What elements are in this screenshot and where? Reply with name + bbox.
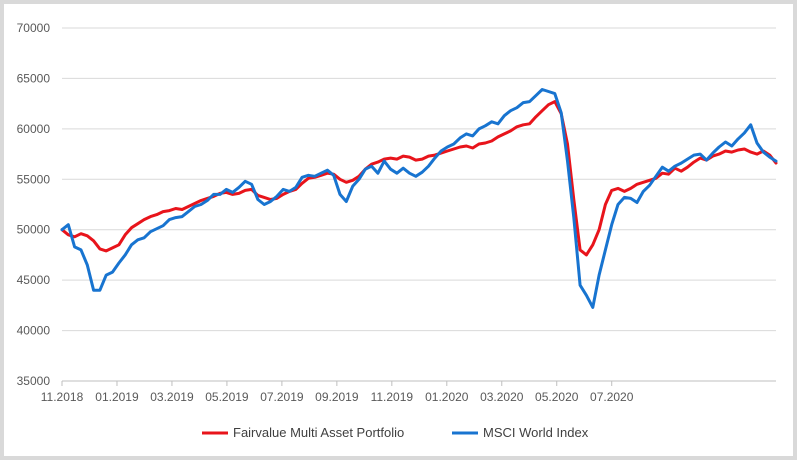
y-tick-label: 50000 — [17, 223, 51, 237]
y-tick-label: 55000 — [17, 172, 51, 186]
series-line-fairvalue — [60, 100, 778, 257]
legend-label: MSCI World Index — [483, 425, 589, 440]
x-tick-label: 01.2020 — [425, 390, 469, 404]
y-tick-label: 70000 — [17, 21, 51, 35]
x-tick-label: 05.2020 — [535, 390, 579, 404]
x-tick-label: 11.2019 — [371, 390, 414, 404]
x-tick-label: 03.2019 — [150, 390, 194, 404]
x-axis — [61, 380, 776, 386]
y-tick-label: 60000 — [17, 122, 51, 136]
x-tick-label: 03.2020 — [480, 390, 524, 404]
x-tick-label: 11.2018 — [41, 390, 84, 404]
legend: Fairvalue Multi Asset Portfolio MSCI Worl… — [202, 425, 589, 440]
x-tick-label: 01.2019 — [95, 390, 139, 404]
x-tick-label: 05.2019 — [205, 390, 249, 404]
legend-label: Fairvalue Multi Asset Portfolio — [233, 425, 404, 440]
y-axis-tick-labels: 35000 40000 45000 50000 55000 60000 65000 70000 — [17, 21, 51, 388]
y-tick-label: 35000 — [17, 374, 51, 388]
x-tick-label: 07.2019 — [260, 390, 304, 404]
x-axis-tick-labels: 11.2018 01.2019 03.2019 05.2019 07.2019 09.20… — [41, 390, 634, 404]
series-line-msci — [60, 88, 778, 309]
y-tick-label: 45000 — [17, 273, 51, 287]
y-tick-label: 65000 — [17, 71, 51, 85]
x-tick-label: 09.2019 — [315, 390, 359, 404]
gridlines — [62, 27, 776, 332]
y-tick-label: 40000 — [17, 324, 51, 338]
series-lines — [60, 88, 778, 309]
x-tick-label: 07.2020 — [590, 390, 634, 404]
